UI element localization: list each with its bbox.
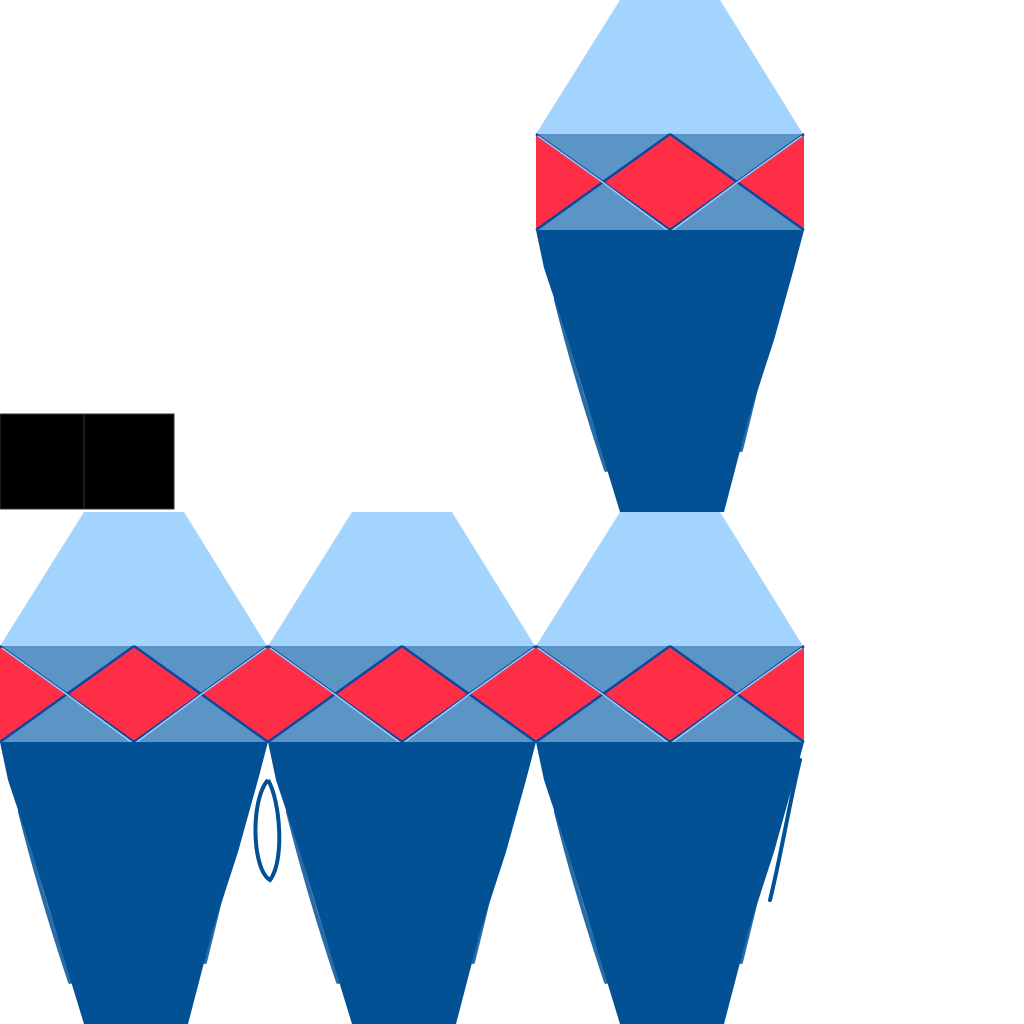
neck-sketch-stroke (2, 512, 264, 646)
sketch-loop (253, 778, 282, 883)
band-diamond (737, 134, 804, 230)
band-line-dark (535, 644, 805, 744)
sketch-loop (768, 758, 802, 902)
black-block[interactable] (0, 413, 85, 510)
neck-sketch-stroke (538, 512, 800, 646)
vase-neck (536, 512, 803, 646)
band-line-dark (0, 644, 269, 744)
band-diamond (737, 646, 804, 742)
body-sketch-stroke (554, 258, 778, 502)
tiles-layer (0, 0, 805, 1024)
body-sketch-stroke (286, 770, 510, 1014)
vase-neck (536, 0, 803, 134)
body-sketch-stroke (554, 770, 778, 1014)
band-diamond (268, 646, 335, 742)
vase-neck (0, 512, 267, 646)
band-line-dark (535, 132, 805, 232)
vase-tile[interactable] (0, 512, 269, 1024)
vase-tile[interactable] (535, 0, 805, 512)
vase-tile[interactable] (535, 512, 805, 1024)
band-diamond (0, 646, 67, 742)
band-line-dark (267, 644, 537, 744)
band-diamond (536, 646, 603, 742)
markers-layer (0, 413, 175, 510)
body-sketch-stroke (18, 770, 242, 1014)
vase-tile[interactable] (267, 512, 537, 1024)
neck-sketch-stroke (270, 512, 532, 646)
vase-neck (268, 512, 535, 646)
band-diamond (536, 134, 603, 230)
band-diamond (201, 646, 268, 742)
black-block[interactable] (83, 413, 175, 510)
neck-sketch-stroke (538, 0, 800, 134)
band-diamond (469, 646, 536, 742)
